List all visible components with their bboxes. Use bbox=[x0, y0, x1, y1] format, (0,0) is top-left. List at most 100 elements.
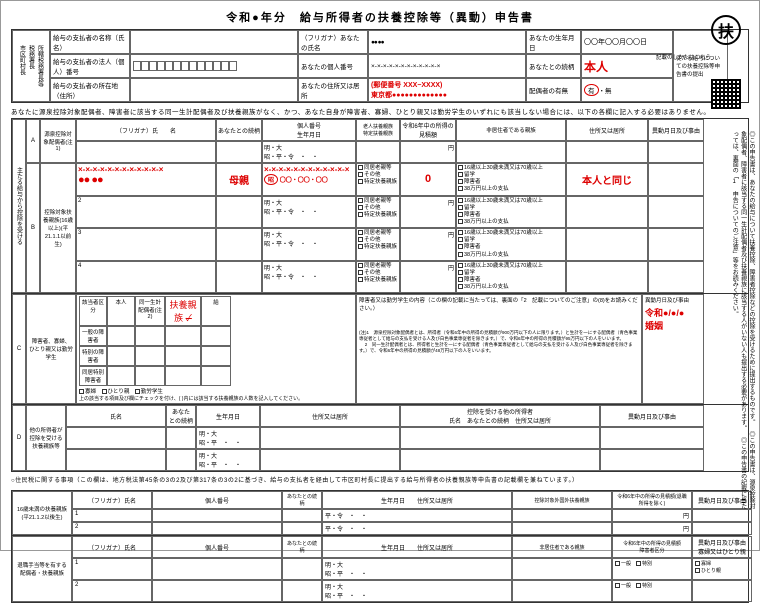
c-right[interactable]: 異動月日及び事由 令和●/●/● 婚姻 bbox=[642, 294, 704, 404]
a-name[interactable] bbox=[76, 141, 216, 163]
c-red-event: 婚姻 bbox=[645, 319, 701, 332]
birthdate-value[interactable]: 〇〇年〇〇月〇〇日 bbox=[581, 30, 673, 54]
fu-badge: 扶 bbox=[711, 15, 741, 45]
b4-addr[interactable] bbox=[566, 261, 648, 294]
d-c0: 氏名 bbox=[66, 405, 166, 427]
sr-c0: （フリガナ）氏名 bbox=[72, 536, 152, 558]
d-c5: 異動月日及び事由 bbox=[600, 405, 704, 427]
b1-rel[interactable]: 母親 bbox=[216, 163, 262, 196]
your-number-value[interactable]: ×-×-×-×-×-×-×-×-×-×-×-× bbox=[368, 54, 526, 78]
mr0[interactable]: 一般の障害者 bbox=[79, 326, 107, 346]
a-rel[interactable] bbox=[216, 141, 262, 163]
a-addr[interactable] bbox=[566, 141, 648, 163]
mh2: 同一生計配偶者(注2) bbox=[135, 296, 165, 326]
b4-rel[interactable] bbox=[216, 261, 262, 294]
c-label: C bbox=[12, 294, 26, 404]
c-minitable: 該当者区分 本人 同一生計配偶者(注2) 扶養親族 ✓ 給 一般の障害者 特別の… bbox=[76, 294, 356, 404]
s16-c1: 個人番号 bbox=[152, 491, 282, 509]
b1-nonres[interactable]: 16歳以上30歳未満又は70歳以上留学障害者38万円以上の支払 bbox=[456, 163, 566, 196]
a-eld[interactable] bbox=[356, 141, 400, 163]
b2-eld[interactable]: 同居老親等その他特定扶養親族 bbox=[356, 196, 400, 229]
a-nonres[interactable] bbox=[456, 141, 566, 163]
b4-inc[interactable]: 円 bbox=[400, 261, 456, 294]
c-extra[interactable]: 寡婦 ひとり親 勤労学生 bbox=[79, 387, 353, 395]
your-name-label: （フリガナ）あなたの氏名 bbox=[298, 30, 368, 54]
your-number-label: あなたの個人番号 bbox=[298, 54, 368, 78]
b4-eld[interactable]: 同居老親等その他特定扶養親族 bbox=[356, 261, 400, 294]
col-number: 個人番号 生年月日 bbox=[262, 119, 356, 141]
b4-num[interactable]: 明・大昭・平・令 ・ ・ bbox=[262, 261, 356, 294]
payer-name-label: 給与の支払者の名称（氏名） bbox=[50, 30, 130, 54]
b2-inc[interactable]: 円 bbox=[400, 196, 456, 229]
b4-name[interactable]: 4 bbox=[76, 261, 216, 294]
b3-num[interactable]: 明・大昭・平・令 ・ ・ bbox=[262, 228, 356, 261]
spouse-circle: 有 bbox=[584, 84, 599, 96]
col-income: 令和6年中の所得の見積額 bbox=[400, 119, 456, 141]
d-c1: あなたとの続柄 bbox=[166, 405, 196, 427]
section-c: C 障害者、寡婦、ひとり親又は勤労学生 該当者区分 本人 同一生計配偶者(注2)… bbox=[11, 293, 749, 405]
b3-addr[interactable] bbox=[566, 228, 648, 261]
payer-address-label: 給与の支払者の所在地（住所） bbox=[50, 78, 130, 102]
b2-num[interactable]: 明・大昭・平・令 ・ ・ bbox=[262, 196, 356, 229]
your-address-value[interactable]: (郵便番号 XXX−XXXX) 東京都●●●●●●●●●●●●● bbox=[368, 78, 526, 102]
your-address-label: あなたの住所又は居所 bbox=[298, 78, 368, 102]
your-name-value[interactable]: ●● ●● bbox=[368, 30, 526, 54]
sr-c1: 個人番号 bbox=[152, 536, 282, 558]
b4-nonres[interactable]: 16歳以上30歳未満又は70歳以上留学障害者38万円以上の支払 bbox=[456, 261, 566, 294]
s16-label: 16歳未満の扶養親族(平21.1.2以後生) bbox=[12, 491, 72, 535]
b1-num[interactable]: ×-×-×-×-×-×-×-×-×-×-×-×昭 〇〇・〇〇・〇〇 bbox=[262, 163, 356, 196]
section-d: D 他の所得者が控除を受ける扶養親族等 氏名 あなたとの続柄 生年月日 住所又は… bbox=[11, 404, 749, 472]
b1-inc[interactable]: 0 bbox=[400, 163, 456, 196]
b3-name[interactable]: 3 bbox=[76, 228, 216, 261]
row-a-label: A bbox=[26, 119, 40, 163]
mr1[interactable]: 特別の障害者 bbox=[79, 346, 107, 366]
payer-number-value[interactable] bbox=[130, 54, 298, 78]
row-b-label: B bbox=[26, 163, 40, 293]
a-num[interactable]: 明・大昭・平・令 ・ ・ bbox=[262, 141, 356, 163]
mh0: 該当者区分 bbox=[79, 296, 107, 326]
b1-name[interactable]: ×-×-×-×-×-×-×-×-×-×-×-×●● ●● bbox=[76, 163, 216, 196]
b2-chg[interactable] bbox=[648, 196, 704, 229]
b3-rel[interactable] bbox=[216, 228, 262, 261]
s16-c4: 生年月日 住所又は居所 bbox=[322, 491, 512, 509]
b4-chg[interactable] bbox=[648, 261, 704, 294]
b3-inc[interactable]: 円 bbox=[400, 228, 456, 261]
b2-name[interactable]: 2 bbox=[76, 196, 216, 229]
qr-code bbox=[711, 79, 741, 109]
b3-nonres[interactable]: 16歳以上30歳未満又は70歳以上留学障害者38万円以上の支払 bbox=[456, 228, 566, 261]
c-content-title: 障害者又は勤労学生の内容（この欄の記載に当たっては、裏面の「2 記載についてのご… bbox=[359, 296, 639, 312]
note2: ○住民税に関する事項（この欄は、地方税法第45条の3の2及び第317条の3の2に… bbox=[11, 475, 749, 484]
col-address: 住所又は居所 bbox=[566, 119, 648, 141]
section-retire: 退職手当等を有する配偶者・扶養親族 （フリガナ）氏名 個人番号 あなたとの続柄 … bbox=[11, 535, 749, 603]
d-c4: 控除を受ける他の所得者 氏名 あなたとの続柄 住所又は居所 bbox=[400, 405, 600, 427]
row-a-title: 源泉控除対象配偶者(注1) bbox=[40, 119, 76, 163]
b1-chg[interactable] bbox=[648, 163, 704, 196]
b1-addr[interactable]: 本人と同じ bbox=[566, 163, 648, 196]
b2-rel[interactable] bbox=[216, 196, 262, 229]
mr2[interactable]: 同居特別障害者 bbox=[79, 366, 107, 386]
a-chg[interactable] bbox=[648, 141, 704, 163]
a-inc[interactable]: 円 bbox=[400, 141, 456, 163]
c-right-label: 異動月日及び事由 bbox=[645, 296, 701, 304]
tax-office-label: 所轄税務署長等税務署長市区町村長 bbox=[12, 30, 50, 102]
d-c3: 住所又は居所 bbox=[260, 405, 400, 427]
s16-c5: 控除対象外国外扶養親族 bbox=[512, 491, 612, 509]
sr-c4: 生年月日 住所又は居所 bbox=[322, 536, 512, 558]
section-a-table: 主たる給与から控除を受ける A 源泉控除対象配偶者(注1) （フリガナ）氏 名 … bbox=[11, 118, 749, 294]
s16-c2: あなたとの続柄 bbox=[282, 491, 322, 509]
payer-name-value[interactable] bbox=[130, 30, 298, 54]
c-content[interactable]: 障害者又は勤労学生の内容（この欄の記載に当たっては、裏面の「2 記載についてのご… bbox=[356, 294, 642, 404]
spouse-value[interactable]: 有・無 bbox=[581, 78, 673, 102]
form-title: 令和●年分 給与所得者の扶養控除等（異動）申告書 bbox=[11, 9, 749, 25]
b1-eld[interactable]: 同居老親等その他特定扶養親族 bbox=[356, 163, 400, 196]
b3-chg[interactable] bbox=[648, 228, 704, 261]
side-instructions: ◎この申告書は、あなたの給与について扶養控除、障害者控除などの控除を受けるために… bbox=[730, 131, 755, 511]
col-change: 異動月日及び事由 bbox=[648, 119, 704, 141]
payer-address-value[interactable] bbox=[130, 78, 298, 102]
b3-eld[interactable]: 同居老親等その他特定扶養親族 bbox=[356, 228, 400, 261]
mh3: 扶養親族 ✓ bbox=[165, 296, 201, 326]
b2-addr[interactable] bbox=[566, 196, 648, 229]
b2-nonres[interactable]: 16歳以上30歳未満又は70歳以上留学障害者38万円以上の支払 bbox=[456, 196, 566, 229]
spouse-label: 配偶者の有無 bbox=[526, 78, 581, 102]
sr-c7: 異動月日及び事由寡婦又はひとり親 bbox=[692, 536, 752, 558]
